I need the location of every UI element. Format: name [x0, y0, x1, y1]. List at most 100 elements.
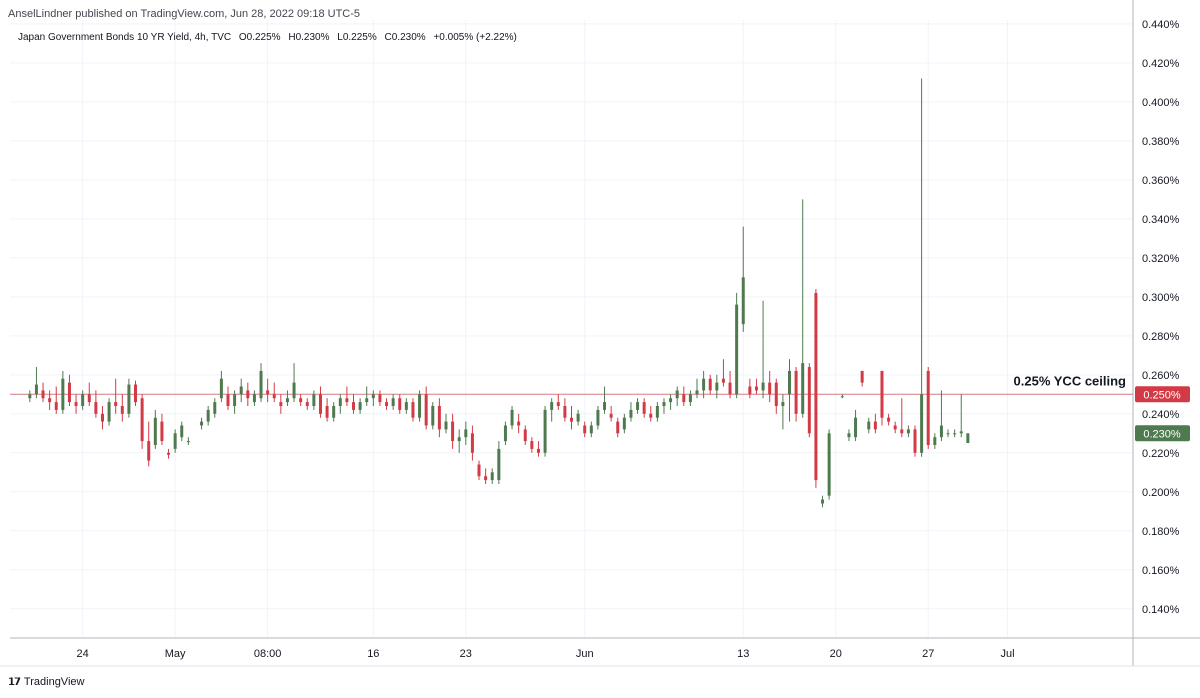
candle-body	[292, 382, 296, 399]
candle-body	[510, 409, 514, 426]
candle-body	[550, 402, 554, 410]
candle-body	[299, 398, 303, 403]
candle-body	[160, 421, 164, 442]
candle-body	[622, 417, 626, 430]
candle-body	[233, 394, 237, 407]
candle-body	[200, 421, 204, 426]
ohlc-low: L0.225%	[337, 32, 377, 43]
candle-body	[431, 406, 435, 426]
candle-body	[603, 402, 607, 410]
y-tick-label: 0.240%	[1142, 409, 1180, 421]
y-tick-label: 0.280%	[1142, 331, 1180, 343]
candle-body	[933, 437, 937, 445]
candle-body	[81, 394, 85, 407]
candle-body	[325, 406, 329, 418]
candle-body	[140, 398, 144, 442]
candle-body	[147, 441, 151, 461]
candle-body	[398, 398, 402, 410]
candle-body	[411, 402, 415, 418]
candle-body	[953, 433, 957, 435]
x-tick-label: Jun	[576, 648, 594, 660]
candle-body	[530, 441, 534, 449]
candle-body	[702, 378, 706, 391]
candle-body	[134, 384, 138, 403]
candle-body	[946, 433, 950, 435]
tradingview-footer[interactable]: 𝟭𝟳 TradingView	[8, 676, 84, 688]
candle-body	[120, 406, 124, 414]
candle-body	[966, 433, 970, 444]
candle-body	[920, 394, 924, 453]
candle-body	[787, 370, 791, 395]
candle-body	[213, 402, 217, 414]
footer-brand: TradingView	[23, 676, 85, 688]
x-tick-label: 23	[460, 648, 472, 660]
candle-body	[721, 378, 725, 383]
candle-body	[570, 417, 573, 422]
y-tick-label: 0.220%	[1142, 448, 1180, 460]
candle-body	[814, 292, 818, 481]
candle-body	[827, 433, 831, 496]
candle-body	[563, 406, 567, 418]
candle-body	[266, 390, 270, 395]
y-tick-label: 0.340%	[1142, 214, 1180, 226]
candle-body	[180, 425, 184, 438]
candle-body	[464, 429, 468, 438]
candle-body	[186, 441, 190, 443]
candle-body	[28, 394, 32, 399]
candle-body	[239, 386, 243, 395]
x-tick-label: 24	[77, 648, 89, 660]
candle-body	[576, 413, 580, 422]
candle-body	[318, 394, 322, 414]
candle-body	[768, 382, 772, 395]
candle-body	[688, 394, 692, 403]
candle-body	[854, 417, 858, 438]
candle-body	[259, 370, 263, 399]
candle-body	[490, 472, 494, 481]
candle-body	[517, 421, 521, 426]
candle-body	[880, 370, 884, 418]
candle-body	[484, 476, 488, 481]
ycc-ceiling-label: 0.25% YCC ceiling	[1014, 373, 1127, 388]
candle-body	[67, 382, 71, 403]
y-tick-label: 0.180%	[1142, 526, 1180, 538]
candle-body	[523, 429, 527, 442]
candle-body	[226, 394, 230, 407]
candle-body	[662, 402, 666, 407]
candle-body	[583, 425, 587, 434]
y-tick-label: 0.360%	[1142, 175, 1180, 187]
y-tick-label: 0.400%	[1142, 97, 1180, 109]
candle-body	[801, 363, 805, 414]
candle-body	[669, 398, 673, 403]
candle-body	[34, 384, 38, 395]
candle-body	[54, 402, 58, 410]
candle-body	[536, 448, 540, 453]
y-tick-label: 0.420%	[1142, 58, 1180, 70]
candle-body	[385, 402, 389, 407]
candle-body	[127, 384, 131, 414]
candle-body	[642, 402, 646, 414]
symbol-legend: Japan Government Bonds 10 YR Yield, 4h, …	[18, 32, 522, 43]
candle-body	[873, 421, 877, 430]
candle-body	[332, 406, 336, 418]
candle-body	[761, 382, 765, 391]
candle-body	[596, 409, 600, 426]
x-tick-label: 08:00	[254, 648, 282, 660]
candle-body	[629, 409, 633, 418]
candle-body	[404, 402, 408, 410]
candle-body	[206, 409, 210, 422]
x-tick-label: May	[165, 648, 186, 660]
candle-body	[312, 394, 316, 407]
y-tick-label: 0.300%	[1142, 292, 1180, 304]
candle-body	[371, 394, 375, 399]
candle-body	[470, 433, 474, 453]
candle-body	[338, 398, 342, 407]
candle-body	[735, 304, 739, 395]
candle-body	[728, 382, 732, 395]
candle-body	[246, 390, 250, 399]
candle-body	[345, 398, 349, 403]
candle-body	[418, 394, 422, 418]
candle-body	[61, 378, 65, 410]
candle-body	[893, 425, 897, 430]
y-tick-label: 0.260%	[1142, 370, 1180, 382]
candle-body	[821, 499, 825, 504]
